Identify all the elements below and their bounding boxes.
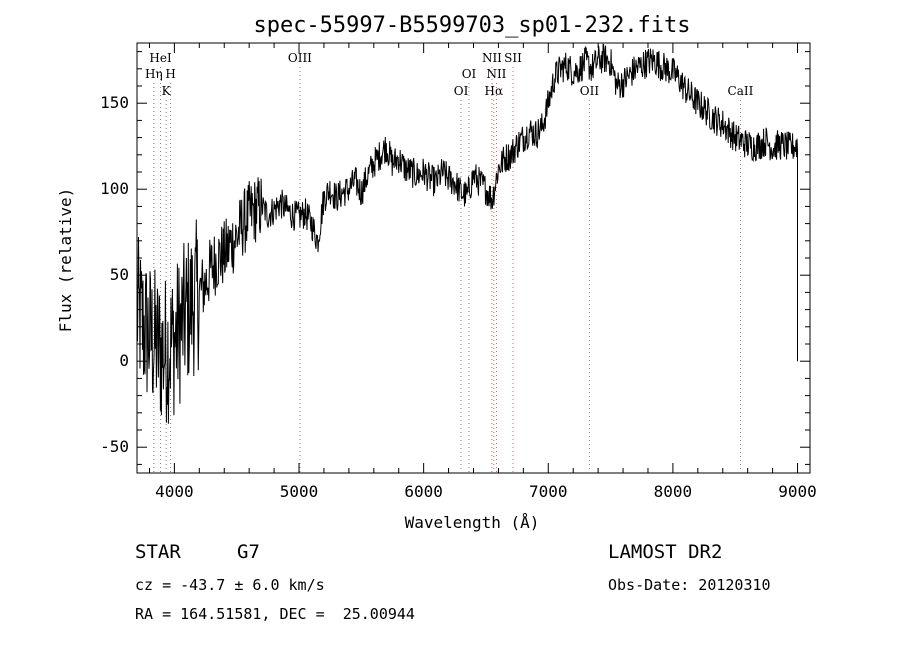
x-axis-label: Wavelength (Å) — [405, 513, 540, 532]
x-tick-label: 7000 — [529, 482, 568, 501]
survey-name: LAMOST DR2 — [608, 541, 723, 563]
object-subclass: G7 — [237, 541, 260, 563]
y-tick-label: 100 — [100, 179, 129, 198]
observation-date: Obs-Date: 20120310 — [608, 576, 771, 594]
redshift-velocity: cz = -43.7 ± 6.0 km/s — [135, 576, 325, 594]
spectrum-line — [136, 43, 798, 424]
sky-coordinates: RA = 164.51581, DEC = 25.00944 — [135, 605, 415, 623]
x-axis: 4000 5000 6000 7000 8000 9000 — [148, 43, 817, 501]
line-marker-label: NII — [482, 51, 502, 65]
line-marker-label: OI — [462, 67, 477, 81]
line-marker-label: OII — [580, 84, 600, 98]
y-tick-label: 150 — [100, 93, 129, 112]
line-marker-label: OIII — [288, 51, 312, 65]
x-tick-label: 4000 — [155, 482, 194, 501]
x-tick-label: 5000 — [280, 482, 319, 501]
line-marker-label: Hα — [485, 84, 504, 98]
x-tick-label: 8000 — [654, 482, 693, 501]
y-axis-label: Flux (relative) — [56, 188, 75, 333]
line-marker-label: H — [165, 67, 175, 81]
y-tick-label: -50 — [100, 437, 129, 456]
line-marker-label: NII — [486, 67, 506, 81]
chart-title: spec-55997-B5599703_sp01-232.fits — [253, 13, 690, 38]
x-tick-label: 6000 — [404, 482, 443, 501]
line-marker-label: K — [162, 84, 172, 98]
line-marker-label: SII — [504, 51, 522, 65]
x-tick-label: 9000 — [778, 482, 817, 501]
y-tick-label: 50 — [110, 265, 129, 284]
line-marker-label: Hη — [145, 67, 163, 81]
line-marker-label: CaII — [728, 84, 754, 98]
object-class: STAR — [135, 541, 181, 563]
y-axis: -50 0 50 100 150 — [100, 51, 810, 465]
line-marker-label: HeI — [149, 51, 172, 65]
line-marker-label: OI — [454, 84, 469, 98]
y-tick-label: 0 — [119, 351, 129, 370]
